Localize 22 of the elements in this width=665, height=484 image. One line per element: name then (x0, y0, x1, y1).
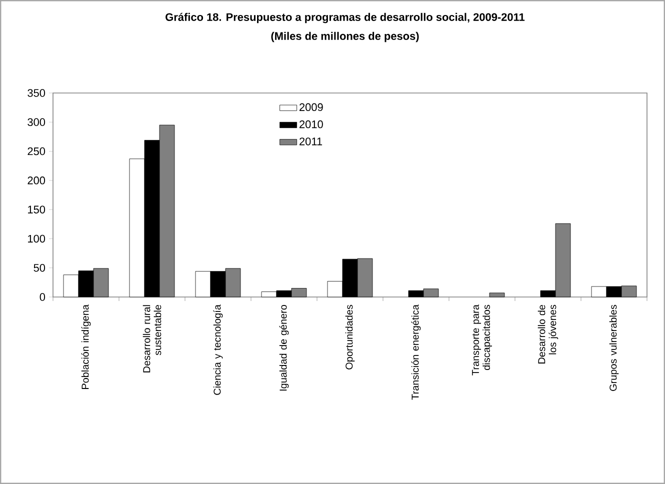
x-tick-label: Desarrollo de los jóvenes (538, 304, 558, 364)
x-tick-label: Población indígena (81, 304, 91, 389)
x-tick-label: Oportunidades (345, 304, 355, 370)
legend-label: 2011 (300, 138, 322, 146)
y-tick-label: 200 (28, 176, 46, 184)
chart-subtitle: (Miles de millones de pesos) (271, 32, 419, 42)
x-tick-label: Transición energética (411, 304, 421, 400)
y-tick-label: 300 (28, 118, 46, 126)
y-tick-label: 350 (28, 89, 46, 97)
y-tick-label: 150 (28, 206, 46, 214)
x-tick-label: Transporte para discapacitados (472, 304, 492, 376)
y-tick-label: 250 (28, 147, 46, 156)
y-tick-label: 50 (34, 264, 46, 272)
x-tick-label: Grupos vulnerables (609, 304, 619, 391)
y-tick-label: 100 (28, 234, 46, 243)
x-tick-label: Ciencia y tecnología (213, 304, 223, 395)
y-tick-label: 0 (40, 293, 46, 301)
x-tick-label: Desarrollo rural sustentable (142, 304, 162, 372)
chart-title: Gráfico 18. Presupuesto a programas de desarrollo social, 2009-2011 (166, 12, 525, 24)
legend-label: 2010 (300, 120, 323, 128)
legend-label: 2009 (300, 103, 323, 112)
x-tick-label: Igualdad de género (279, 304, 289, 391)
